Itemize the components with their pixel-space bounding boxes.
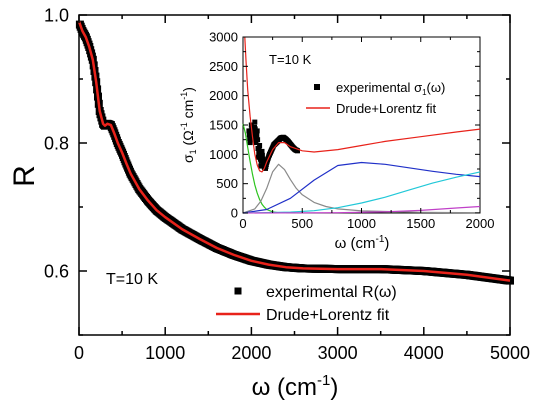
main-legend-marker-experimental (234, 287, 242, 295)
inset-data-point (260, 156, 266, 162)
inset-x-axis-label: ω (cm-1) (335, 234, 390, 252)
inset-x-tick-label: 2000 (466, 216, 495, 231)
inset-data-point (255, 137, 261, 143)
inset-x-tick-label: 1500 (406, 216, 435, 231)
inset-series-line-3 (242, 163, 481, 214)
inset-y-tick-label: 3000 (209, 30, 238, 45)
inset-data-point (258, 163, 264, 169)
main-y-tick-label: 0.6 (44, 261, 69, 281)
inset-data-point (251, 130, 257, 136)
inset-y-tick-label: 2500 (209, 59, 238, 74)
inset-series-line-6 (242, 205, 481, 214)
inset-legend-label-experimental: experimental σ1(ω) (336, 80, 445, 97)
main-legend-label-fit: Drude+Lorentz fit (266, 307, 390, 324)
inset-legend-marker-experimental (314, 84, 320, 90)
inset-background (243, 37, 480, 213)
inset-x-tick-label: 1000 (347, 216, 376, 231)
main-legend: experimental R(ω) Drude+Lorentz fit (216, 284, 397, 324)
main-x-axis-label: ω (cm-1) (252, 372, 339, 401)
inset-data-point (254, 132, 260, 138)
inset-y-tick-label: 500 (216, 176, 238, 191)
inset-y-tick-label: 1500 (209, 118, 238, 133)
inset-y-tick-label: 0 (231, 206, 238, 221)
inset-data-point (259, 148, 265, 154)
main-y-tick-label: 1.0 (44, 5, 69, 25)
main-x-tick-label: 2000 (231, 343, 271, 363)
inset-y-tick-label: 2000 (209, 88, 238, 103)
main-x-tick-label: 4000 (404, 343, 444, 363)
inset-data-point (256, 146, 262, 152)
main-y-axis-label: R (8, 165, 41, 187)
main-series-layer (75, 20, 514, 285)
inset-axes-layer: 0 500 1000 1500 2000 0 500 1000 1500 2000 2500 3000 (209, 30, 494, 231)
inset-x-tick-label: 500 (291, 216, 313, 231)
inset-data-point (247, 140, 253, 146)
main-x-tick-label: 1000 (145, 343, 185, 363)
inset-x-tick-label: 0 (239, 216, 246, 231)
main-x-tick-label: 0 (74, 343, 84, 363)
inset-data-point (295, 148, 300, 154)
inset-temperature-annotation: T=10 K (269, 52, 312, 67)
inset-legend: experimental σ1(ω) Drude+Lorentz fit (306, 80, 445, 116)
main-x-tick-label: 5000 (490, 343, 530, 363)
main-legend-label-experimental: experimental R(ω) (266, 284, 397, 301)
inset-legend-label-fit: Drude+Lorentz fit (336, 101, 436, 116)
inset-data-point (252, 119, 258, 125)
inset-chart: 0 500 1000 1500 2000 0 500 1000 1500 2000 2500 3000… (179, 30, 494, 252)
inset-data-point (254, 128, 260, 134)
main-x-tick-label: 3000 (318, 343, 358, 363)
inset-data-point (257, 143, 263, 148)
inset-data-point (259, 152, 265, 158)
inset-series-line-4 (242, 161, 481, 214)
main-temperature-annotation: T=10 K (106, 271, 158, 288)
main-series-line-1 (77, 20, 511, 282)
main-y-tick-label: 0.8 (44, 133, 69, 153)
inset-y-axis-label: σ1 (Ω-1 cm-1) (179, 87, 198, 163)
inset-y-tick-label: 1000 (209, 147, 238, 162)
inset-series-line-1 (244, 36, 481, 173)
inset-data-point (253, 140, 259, 146)
